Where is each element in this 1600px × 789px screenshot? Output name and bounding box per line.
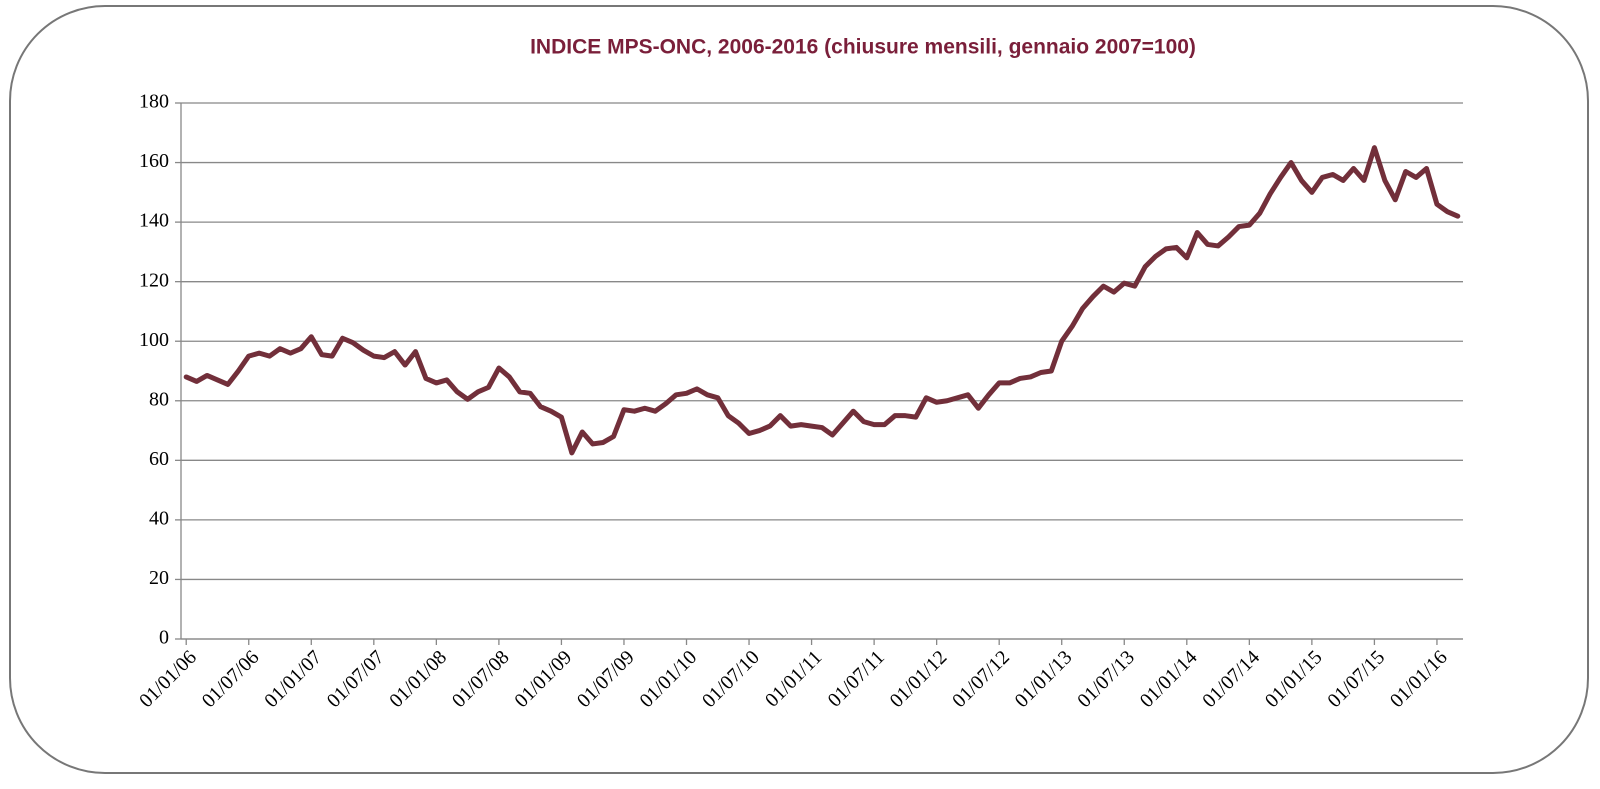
y-tick-label: 0 <box>159 627 169 649</box>
chart-title: INDICE MPS-ONC, 2006-2016 (chiusure mens… <box>530 36 1196 59</box>
y-tick-label: 120 <box>139 269 169 291</box>
y-tick-label: 100 <box>139 329 169 351</box>
chart-frame <box>9 5 1589 774</box>
y-tick-label: 160 <box>139 150 169 172</box>
y-tick-label: 20 <box>149 567 169 589</box>
y-tick-label: 40 <box>149 507 169 529</box>
y-tick-label: 60 <box>149 448 169 470</box>
data-line <box>183 145 1461 456</box>
y-tick-label: 180 <box>139 91 169 113</box>
y-tick-label: 140 <box>139 210 169 232</box>
y-tick-label: 80 <box>149 388 169 410</box>
